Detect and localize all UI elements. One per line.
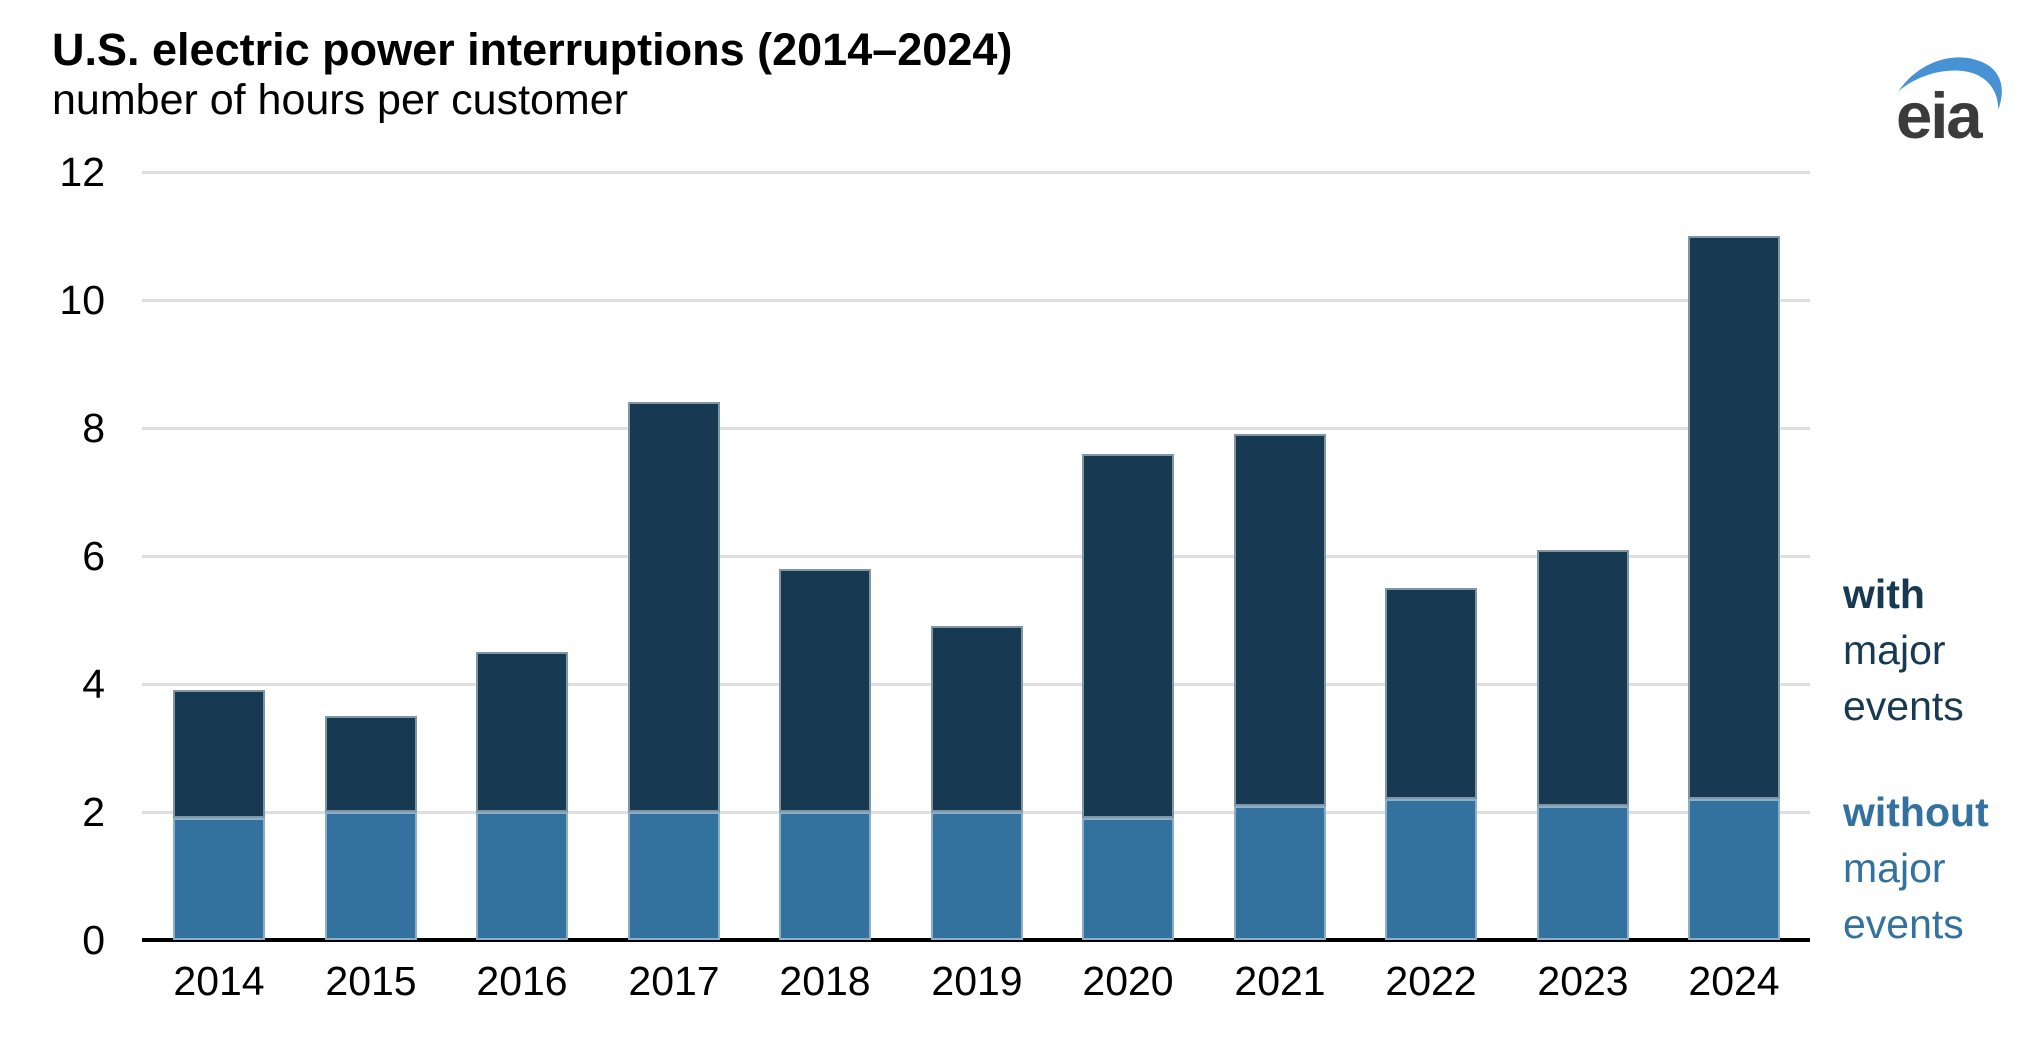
bar-2021-without-major-events-segment [1234, 806, 1326, 940]
x-tick-label-2018: 2018 [779, 958, 871, 1004]
bar-2015-without-major-events-segment [325, 812, 417, 940]
gridline-12 [142, 170, 1810, 174]
chart-subtitle: number of hours per customer [52, 76, 628, 124]
bar-2020 [1082, 454, 1174, 940]
bar-2018-without-major-events-segment [779, 812, 871, 940]
bar-2018-with-major-events-segment [779, 569, 871, 812]
y-tick-label-6: 6 [82, 533, 105, 579]
y-tick-label-4: 4 [82, 661, 105, 707]
bar-2014 [173, 690, 265, 940]
y-tick-label-12: 12 [59, 149, 105, 195]
bar-2017-with-major-events-segment [628, 402, 720, 812]
gridline-8 [142, 426, 1810, 430]
x-tick-label-2020: 2020 [1082, 958, 1174, 1004]
bar-2021-with-major-events-segment [1234, 434, 1326, 806]
y-tick-label-2: 2 [82, 789, 105, 835]
bar-2023-without-major-events-segment [1537, 806, 1629, 940]
y-tick-label-8: 8 [82, 405, 105, 451]
bar-2016-with-major-events-segment [476, 652, 568, 812]
x-tick-label-2019: 2019 [931, 958, 1023, 1004]
bar-2018 [779, 569, 871, 940]
eia-logo-text: eia [1896, 79, 1983, 144]
x-axis-line [142, 938, 1810, 942]
eia-logo-graphic: eia [1896, 57, 2002, 152]
bar-2016 [476, 652, 568, 940]
legend-with-line3: events [1843, 683, 1964, 729]
bar-2019 [931, 626, 1023, 940]
legend-with-line2: major [1843, 627, 1946, 673]
x-tick-label-2017: 2017 [628, 958, 720, 1004]
legend-with-bold-label: with [1843, 571, 1925, 617]
bar-2023-with-major-events-segment [1537, 550, 1629, 806]
bar-2014-with-major-events-segment [173, 690, 265, 818]
bar-2015-with-major-events-segment [325, 716, 417, 812]
legend-without-major-events: without major events [1843, 784, 1989, 952]
bar-2024-without-major-events-segment [1688, 799, 1780, 940]
bar-2016-without-major-events-segment [476, 812, 568, 940]
x-tick-label-2014: 2014 [173, 958, 265, 1004]
bar-2024-with-major-events-segment [1688, 236, 1780, 799]
x-tick-label-2016: 2016 [476, 958, 568, 1004]
x-tick-label-2024: 2024 [1688, 958, 1780, 1004]
bar-2022-with-major-events-segment [1385, 588, 1477, 799]
eia-logo: eia [1896, 52, 2012, 152]
bar-2017-without-major-events-segment [628, 812, 720, 940]
legend-without-bold-label: without [1843, 789, 1989, 835]
bar-2024 [1688, 236, 1780, 940]
bar-2017 [628, 402, 720, 940]
bar-2021 [1234, 434, 1326, 940]
x-tick-label-2022: 2022 [1385, 958, 1477, 1004]
x-tick-label-2021: 2021 [1234, 958, 1326, 1004]
y-tick-label-10: 10 [59, 277, 105, 323]
bar-2022 [1385, 588, 1477, 940]
legend-without-line3: events [1843, 901, 1964, 947]
x-tick-label-2015: 2015 [325, 958, 417, 1004]
bar-2015 [325, 716, 417, 940]
bar-2019-with-major-events-segment [931, 626, 1023, 812]
y-tick-label-0: 0 [82, 917, 105, 963]
bar-2022-without-major-events-segment [1385, 799, 1477, 940]
bar-2023 [1537, 550, 1629, 940]
gridline-6 [142, 554, 1810, 558]
gridline-10 [142, 298, 1810, 302]
legend-without-line2: major [1843, 845, 1946, 891]
bar-2020-without-major-events-segment [1082, 818, 1174, 940]
legend-with-major-events: with major events [1843, 566, 1964, 734]
bar-2020-with-major-events-segment [1082, 454, 1174, 818]
eia-logo-swoosh-icon [1898, 57, 2002, 110]
x-tick-label-2023: 2023 [1537, 958, 1629, 1004]
chart-title: U.S. electric power interruptions (2014–… [52, 24, 1013, 75]
bar-2019-without-major-events-segment [931, 812, 1023, 940]
bar-2014-without-major-events-segment [173, 818, 265, 940]
